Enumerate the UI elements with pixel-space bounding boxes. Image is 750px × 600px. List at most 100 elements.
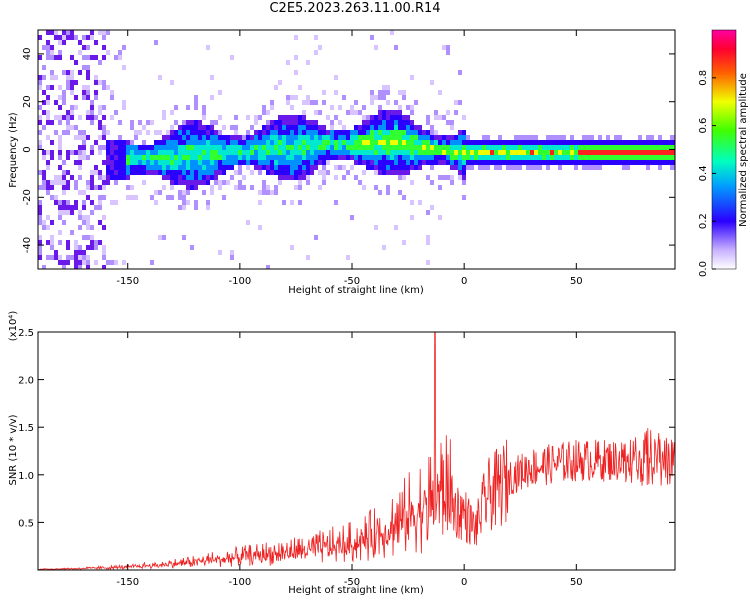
heatmap-cell [462,135,466,140]
heatmap-cell [322,170,326,175]
heatmap-cell [62,210,66,215]
heatmap-cell [354,130,358,135]
heatmap-cell [214,135,218,140]
heatmap-cell [490,150,494,155]
heatmap-cell [90,225,94,230]
heatmap-cell [670,145,674,150]
heatmap-cell [210,170,214,175]
heatmap-cell [482,165,486,170]
heatmap-cell [382,165,386,170]
heatmap-cell [138,165,142,170]
heatmap-cell [82,85,86,90]
heatmap-cell [474,140,478,145]
heatmap-cell [174,155,178,160]
heatmap-cell [50,120,54,125]
heatmap-cell [262,190,266,195]
heatmap-cell [418,125,422,130]
heatmap-cell [578,140,582,145]
heatmap-cell [234,185,238,190]
heatmap-cell [462,155,466,160]
heatmap-cell [658,160,662,165]
heatmap-cell [38,185,42,190]
heatmap-cell [594,165,598,170]
heatmap-cell [226,145,230,150]
heatmap-cell [298,130,302,135]
heatmap-cell [638,155,642,160]
heatmap-cell [274,150,278,155]
heatmap-cell [82,220,86,225]
heatmap-cell [38,85,42,90]
heatmap-cell [274,155,278,160]
heatmap-cell [314,35,318,40]
heatmap-cell [94,140,98,145]
heatmap-cell [282,160,286,165]
heatmap-cell [174,130,178,135]
heatmap-cell [566,155,570,160]
heatmap-cell [450,140,454,145]
heatmap-cell [394,145,398,150]
heatmap-cell [398,150,402,155]
heatmap-cell [206,165,210,170]
heatmap-cell [334,145,338,150]
heatmap-cell [58,85,62,90]
heatmap-cell [622,140,626,145]
heatmap-cell [290,155,294,160]
heatmap-cell [130,120,134,125]
heatmap-cell [430,165,434,170]
heatmap-cell [114,155,118,160]
heatmap-cell [266,120,270,125]
heatmap-cell [126,170,130,175]
heatmap-cell [194,175,198,180]
heatmap-cell [178,170,182,175]
heatmap-cell [478,150,482,155]
heatmap-cell [146,120,150,125]
heatmap-cell [538,145,542,150]
heatmap-cell [238,155,242,160]
heatmap-cell [402,140,406,145]
heatmap-cell [426,155,430,160]
heatmap-cell [622,150,626,155]
heatmap-cell [138,120,142,125]
heatmap-cell [122,155,126,160]
heatmap-cell [278,155,282,160]
colorbar-tick-label: 0.0 [698,261,709,277]
heatmap-cell [522,155,526,160]
heatmap-cell [98,30,102,35]
heatmap-cell [86,75,90,80]
heatmap-cell [246,115,250,120]
heatmap-cell [354,125,358,130]
heatmap-cell [410,200,414,205]
heatmap-cell [146,155,150,160]
heatmap-cell [102,175,106,180]
heatmap-cell [70,255,74,260]
heatmap-cell [402,195,406,200]
heatmap-cell [178,165,182,170]
heatmap-cell [354,155,358,160]
heatmap-cell [642,140,646,145]
heatmap-cell [186,190,190,195]
heatmap-cell [74,160,78,165]
heatmap-cell [438,215,442,220]
heatmap-cell [94,90,98,95]
heatmap-cell [382,135,386,140]
heatmap-cell [238,160,242,165]
heatmap-cell [638,145,642,150]
heatmap-cell [190,145,194,150]
heatmap-cell [70,70,74,75]
heatmap-cell [310,170,314,175]
heatmap-cell [466,155,470,160]
heatmap-cell [46,55,50,60]
heatmap-cell [410,110,414,115]
heatmap-cell [90,110,94,115]
heatmap-cell [658,165,662,170]
heatmap-cell [234,135,238,140]
heatmap-cell [70,175,74,180]
heatmap-cell [98,150,102,155]
heatmap-cell [206,200,210,205]
heatmap-cell [486,160,490,165]
heatmap-cell [154,170,158,175]
heatmap-cell [214,160,218,165]
heatmap-cell [58,165,62,170]
heatmap-cell [62,30,66,35]
heatmap-cell [142,160,146,165]
